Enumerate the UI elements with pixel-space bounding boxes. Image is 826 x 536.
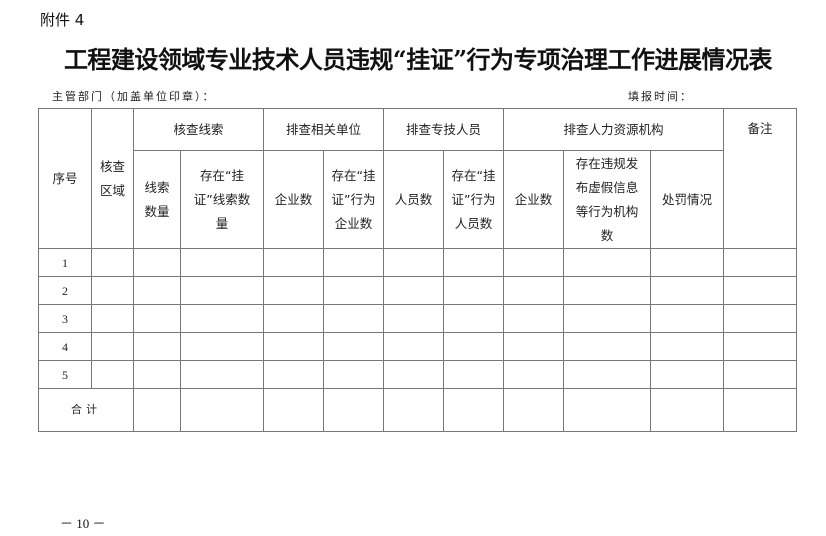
date-label: 填报时间： bbox=[628, 90, 693, 103]
row-number: 5 bbox=[38, 360, 92, 389]
page-title: 工程建设领域专业技术人员违规“挂证”行为专项治理工作进展情况表 bbox=[63, 45, 773, 74]
table-cell bbox=[179, 248, 265, 277]
table-cell bbox=[650, 360, 725, 389]
table-cell bbox=[443, 276, 505, 305]
page-number: － 10 － bbox=[60, 516, 106, 531]
table-cell bbox=[91, 332, 134, 361]
header-enterprise-guazheng: 存在“挂证”行为企业数 bbox=[323, 150, 385, 249]
row-number: 3 bbox=[38, 304, 92, 333]
header-clues: 核查线索 bbox=[132, 108, 265, 151]
table-cell bbox=[383, 332, 445, 361]
table-cell bbox=[723, 360, 798, 389]
table-cell bbox=[91, 304, 134, 333]
table-cell bbox=[563, 276, 652, 305]
header-units: 排查相关单位 bbox=[263, 108, 385, 151]
header-row-2: 线索数量 存在“挂证”线索数量 企业数 存在“挂证”行为企业数 人员数 存在“挂… bbox=[39, 150, 797, 249]
table-cell bbox=[263, 304, 325, 333]
table-cell bbox=[133, 276, 181, 305]
header-hr: 排查人力资源机构 bbox=[503, 108, 725, 151]
table-cell bbox=[443, 304, 505, 333]
table-cell bbox=[179, 332, 265, 361]
header-seq: 序号 bbox=[38, 108, 92, 249]
table-cell bbox=[443, 248, 505, 277]
table-cell bbox=[563, 248, 652, 277]
table-cell bbox=[563, 304, 652, 333]
table-cell bbox=[650, 304, 725, 333]
attachment-label: 附件 4 bbox=[40, 11, 85, 29]
table-cell bbox=[323, 360, 385, 389]
table-cell bbox=[723, 304, 798, 333]
row-number: 1 bbox=[38, 248, 92, 277]
table-row: 5 bbox=[38, 360, 798, 389]
header-penalty: 处罚情况 bbox=[650, 150, 725, 249]
table-cell bbox=[650, 332, 725, 361]
table-cell bbox=[179, 276, 265, 305]
total-label: 合计 bbox=[38, 388, 134, 432]
table-cell bbox=[723, 332, 798, 361]
header-person-count: 人员数 bbox=[383, 150, 445, 249]
row-number: 4 bbox=[38, 332, 92, 361]
table-cell bbox=[503, 248, 565, 277]
table-cell bbox=[133, 248, 181, 277]
table-cell bbox=[133, 360, 181, 389]
table-cell bbox=[323, 304, 385, 333]
table-cell bbox=[443, 360, 505, 389]
table-cell bbox=[650, 248, 725, 277]
table-cell bbox=[383, 248, 445, 277]
row-number: 2 bbox=[38, 276, 92, 305]
table-cell bbox=[503, 276, 565, 305]
table-cell bbox=[563, 332, 652, 361]
table-cell bbox=[723, 276, 798, 305]
table-cell bbox=[263, 248, 325, 277]
table-cell bbox=[323, 248, 385, 277]
table-row: 3 bbox=[38, 304, 798, 333]
table-cell bbox=[563, 360, 652, 389]
header-remarks: 备注 bbox=[723, 108, 798, 249]
header-enterprise-count: 企业数 bbox=[263, 150, 325, 249]
table-cell bbox=[383, 304, 445, 333]
table-cell bbox=[323, 276, 385, 305]
department-label: 主管部门（加盖单位印章）： bbox=[52, 90, 216, 103]
table-cell bbox=[263, 276, 325, 305]
table-cell bbox=[503, 304, 565, 333]
header-hr-enterprise-count: 企业数 bbox=[503, 150, 565, 249]
header-hr-violation: 存在违规发布虚假信息等行为机构数 bbox=[563, 150, 652, 249]
table-cell bbox=[383, 276, 445, 305]
table-cell bbox=[723, 248, 798, 277]
header-area: 核查区域 bbox=[91, 108, 134, 249]
table-cell bbox=[263, 332, 325, 361]
table-cell bbox=[503, 360, 565, 389]
table-cell bbox=[179, 304, 265, 333]
table-row: 1 bbox=[38, 248, 798, 277]
table-cell bbox=[91, 360, 134, 389]
header-clue-guazheng: 存在“挂证”线索数量 bbox=[179, 150, 265, 249]
header-personnel: 排查专技人员 bbox=[383, 108, 505, 151]
header-clue-count: 线索数量 bbox=[133, 150, 181, 249]
table-cell bbox=[383, 360, 445, 389]
table-cell bbox=[323, 332, 385, 361]
table-cell bbox=[179, 360, 265, 389]
table-row: 2 bbox=[38, 276, 798, 305]
table-row: 4 bbox=[38, 332, 798, 361]
table-cell bbox=[133, 304, 181, 333]
table-cell bbox=[650, 276, 725, 305]
table-cell bbox=[91, 276, 134, 305]
table-cell bbox=[443, 332, 505, 361]
progress-table: 序号 核查区域 核查线索 排查相关单位 排查专技人员 排查人力资源机构 备注 线… bbox=[38, 108, 798, 432]
table-cell bbox=[91, 248, 134, 277]
table-cell bbox=[263, 360, 325, 389]
table-cell bbox=[503, 332, 565, 361]
total-row: 合计 bbox=[38, 388, 798, 432]
header-row-1: 序号 核查区域 核查线索 排查相关单位 排查专技人员 排查人力资源机构 备注 bbox=[38, 108, 798, 249]
header-person-guazheng: 存在“挂证”行为人员数 bbox=[443, 150, 505, 249]
table-cell bbox=[133, 332, 181, 361]
